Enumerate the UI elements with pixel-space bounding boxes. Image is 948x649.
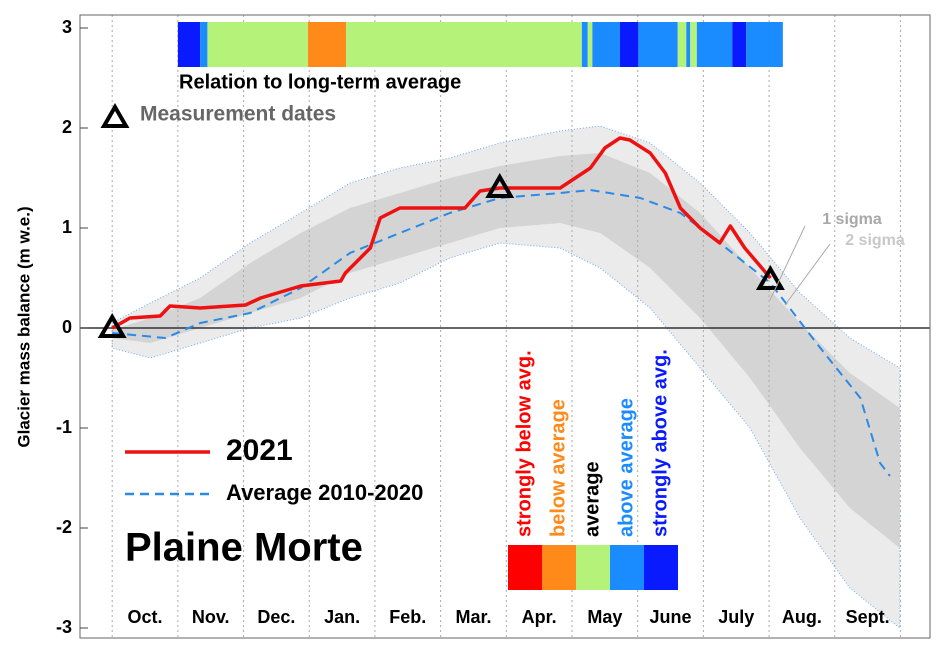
band-label: 1 sigma (822, 211, 882, 228)
relation-segment (696, 22, 733, 67)
x-tick-label: May (587, 607, 622, 627)
relation-segment (207, 22, 308, 67)
legend-marker (100, 103, 130, 128)
leader-line (769, 225, 806, 301)
y-axis-title: Glacier mass balance (m w.e.) (14, 206, 33, 447)
x-tick-label: Oct. (128, 607, 163, 627)
x-tick-label: June (650, 607, 692, 627)
y-tick-label: 3 (62, 17, 72, 37)
relation-segment (677, 22, 687, 67)
relation-segment (686, 22, 691, 67)
relation-label: strongly below avg. (513, 350, 535, 537)
relation-segment (592, 22, 620, 67)
x-tick-label: Jan. (324, 607, 360, 627)
relation-swatch (542, 545, 576, 590)
x-tick-label: Sept. (846, 607, 890, 627)
relation-swatch (644, 545, 678, 590)
relation-swatch (508, 545, 542, 590)
y-tick-label: -2 (56, 517, 72, 537)
x-tick-label: Mar. (455, 607, 491, 627)
measurement-marker (97, 313, 127, 338)
relation-label: below average (547, 399, 569, 537)
y-tick-label: -1 (56, 417, 72, 437)
relation-segment (690, 22, 697, 67)
relation-segment (581, 22, 588, 67)
relation-segment (746, 22, 783, 67)
chart-title: Plaine Morte (125, 526, 363, 570)
relation-label: average (581, 461, 603, 537)
x-tick-label: Apr. (522, 607, 557, 627)
x-tick-label: Feb. (389, 607, 426, 627)
relation-title: Relation to long-term average (179, 71, 461, 93)
relation-segment (619, 22, 639, 67)
relation-segment (307, 22, 347, 67)
relation-segment (732, 22, 747, 67)
relation-label: strongly above avg. (649, 349, 671, 537)
relation-segment (200, 22, 208, 67)
relation-segment (587, 22, 593, 67)
x-tick-label: Dec. (257, 607, 295, 627)
relation-swatch (610, 545, 644, 590)
x-tick-label: Aug. (782, 607, 822, 627)
relation-swatch (576, 545, 610, 590)
measurement-marker (485, 173, 515, 198)
relation-segment (177, 22, 201, 67)
relation-label: above average (615, 398, 637, 537)
legend-label: Average 2010-2020 (226, 480, 423, 505)
relation-segment (346, 22, 582, 67)
band-label: 2 sigma (845, 232, 905, 249)
relation-segment (638, 22, 678, 67)
x-tick-label: Nov. (192, 607, 230, 627)
leader-line (784, 243, 831, 306)
y-tick-label: 0 (62, 317, 72, 337)
plot-frame (79, 14, 931, 639)
y-tick-label: 1 (62, 217, 72, 237)
series-line (112, 189, 891, 477)
legend-label: 2021 (226, 434, 293, 467)
series-line (111, 136, 772, 330)
y-tick-label: 2 (62, 117, 72, 137)
x-tick-label: July (718, 607, 754, 627)
y-tick-label: -3 (56, 617, 72, 637)
measurement-marker (755, 265, 785, 290)
legend-label: Measurement dates (140, 103, 336, 126)
